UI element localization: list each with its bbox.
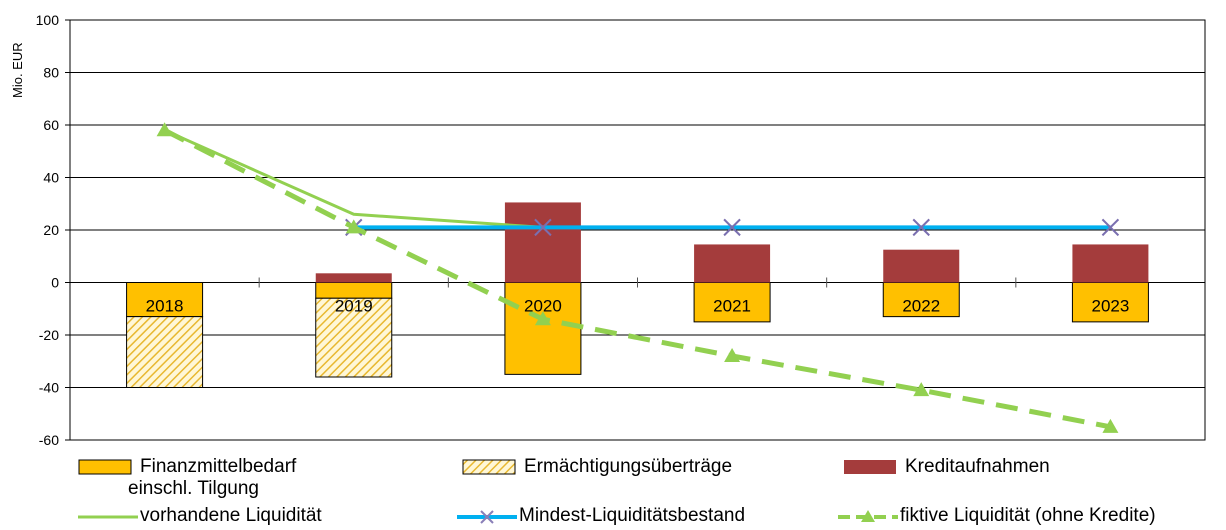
x-category-label: 2020 (524, 297, 562, 316)
marker-triangle (724, 348, 741, 362)
y-tick-label: -60 (39, 432, 59, 448)
marker-x (723, 218, 741, 237)
marker-x (534, 218, 552, 237)
legend-fiktive: fiktive Liquidität (ohne Kredite) (838, 505, 1156, 527)
x-category-label: 2019 (335, 297, 373, 316)
legend-label-kredit: Kreditaufnahmen (905, 456, 1050, 477)
legend-label-finanzmittel: Finanzmittelbedarf (140, 456, 297, 477)
y-tick-label: 40 (43, 170, 59, 186)
bar-finanzmittelbedarf (126, 282, 204, 318)
marker-x (912, 218, 930, 237)
y-axis-label: Mio. EUR (10, 42, 25, 98)
legend-vorhandene: vorhandene Liquidität (78, 505, 322, 527)
x-category-label: 2023 (1092, 297, 1130, 316)
legend-label-vorhandene: vorhandene Liquidität (140, 505, 322, 526)
y-tick-label: 100 (36, 12, 60, 28)
legend-label-ermaechtigung: Ermächtigungsüberträge (524, 456, 733, 477)
plot-border (69, 19, 1206, 441)
bar-finanzmittelbedarf (1071, 282, 1149, 323)
bar-ermaechtigungsuebertraege (315, 297, 393, 378)
legend-swatch-finanzmittel (78, 459, 132, 475)
y-tick-label: 60 (43, 117, 59, 133)
bar-kreditaufnahmen (694, 244, 771, 283)
marker-triangle (156, 122, 173, 137)
marker-x (1101, 218, 1120, 237)
legend-mindest: Mindest-Liquiditätsbestand (457, 505, 745, 527)
legend-ermaechtigung: Ermächtigungsüberträge (462, 456, 732, 478)
bar-kreditaufnahmen (883, 249, 960, 283)
legend-swatch-kredit (844, 460, 896, 474)
bar-kreditaufnahmen (1072, 244, 1149, 283)
y-tick-label: 80 (43, 65, 59, 81)
legend-swatch-fiktive (838, 510, 898, 522)
liquidity-chart: 100 80 60 40 20 0 -20 -40 -60 2018 2019 2020 2021 202… (10, 12, 1206, 448)
legend-label-fiktive: fiktive Liquidität (ohne Kredite) (900, 505, 1156, 526)
legend-finanzmittel: Finanzmittelbedarf einschl. Tilgung (78, 456, 296, 500)
gridlines (70, 19, 1205, 441)
y-tick-label: 20 (43, 222, 59, 238)
bars (126, 202, 1149, 388)
legend-label-finanzmittel-2: einschl. Tilgung (128, 478, 259, 499)
line-vorhandene-liquiditaet (163, 128, 544, 229)
x-category-label: 2018 (146, 297, 184, 316)
legend-swatch-ermaechtigung (462, 459, 516, 475)
x-category-label: 2021 (713, 297, 751, 316)
marker-triangle (913, 382, 930, 397)
bar-finanzmittelbedarf (882, 282, 960, 318)
y-tick-label: -20 (39, 327, 59, 343)
legend-label-mindest: Mindest-Liquiditätsbestand (519, 505, 746, 526)
x-category-label: 2022 (902, 297, 940, 316)
y-tick-label: 0 (51, 275, 59, 291)
marker-triangle (345, 219, 362, 234)
bar-ermaechtigungsuebertraege (126, 316, 204, 388)
lines (156, 122, 1120, 433)
legend: Finanzmittelbedarf einschl. Tilgung Ermä… (0, 450, 1226, 530)
bar-kreditaufnahmen (504, 202, 581, 283)
marker-triangle (534, 311, 551, 326)
y-tick-label: -40 (39, 380, 59, 396)
legend-swatch-mindest (457, 510, 517, 524)
line-fiktive-liquiditaet (163, 128, 1111, 430)
bar-kreditaufnahmen (315, 273, 392, 283)
legend-swatch-vorhandene (78, 515, 138, 519)
marker-triangle (1102, 418, 1119, 433)
legend-kredit: Kreditaufnahmen (843, 456, 1050, 478)
axes: 100 80 60 40 20 0 -20 -40 -60 2018 2019 2020 2021 202… (36, 12, 1206, 448)
